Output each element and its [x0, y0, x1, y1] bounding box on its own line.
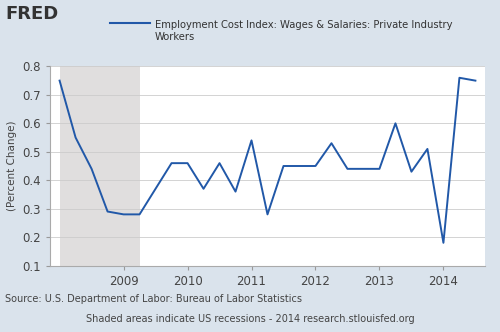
Text: Source: U.S. Department of Labor: Bureau of Labor Statistics: Source: U.S. Department of Labor: Bureau…: [5, 294, 302, 304]
Y-axis label: (Percent Change): (Percent Change): [7, 121, 17, 211]
Text: Shaded areas indicate US recessions - 2014 research.stlouisfed.org: Shaded areas indicate US recessions - 20…: [86, 314, 414, 324]
Text: FRED: FRED: [5, 5, 58, 23]
Text: Employment Cost Index: Wages & Salaries: Private Industry
Workers: Employment Cost Index: Wages & Salaries:…: [155, 20, 452, 42]
Bar: [60, 66, 140, 266]
